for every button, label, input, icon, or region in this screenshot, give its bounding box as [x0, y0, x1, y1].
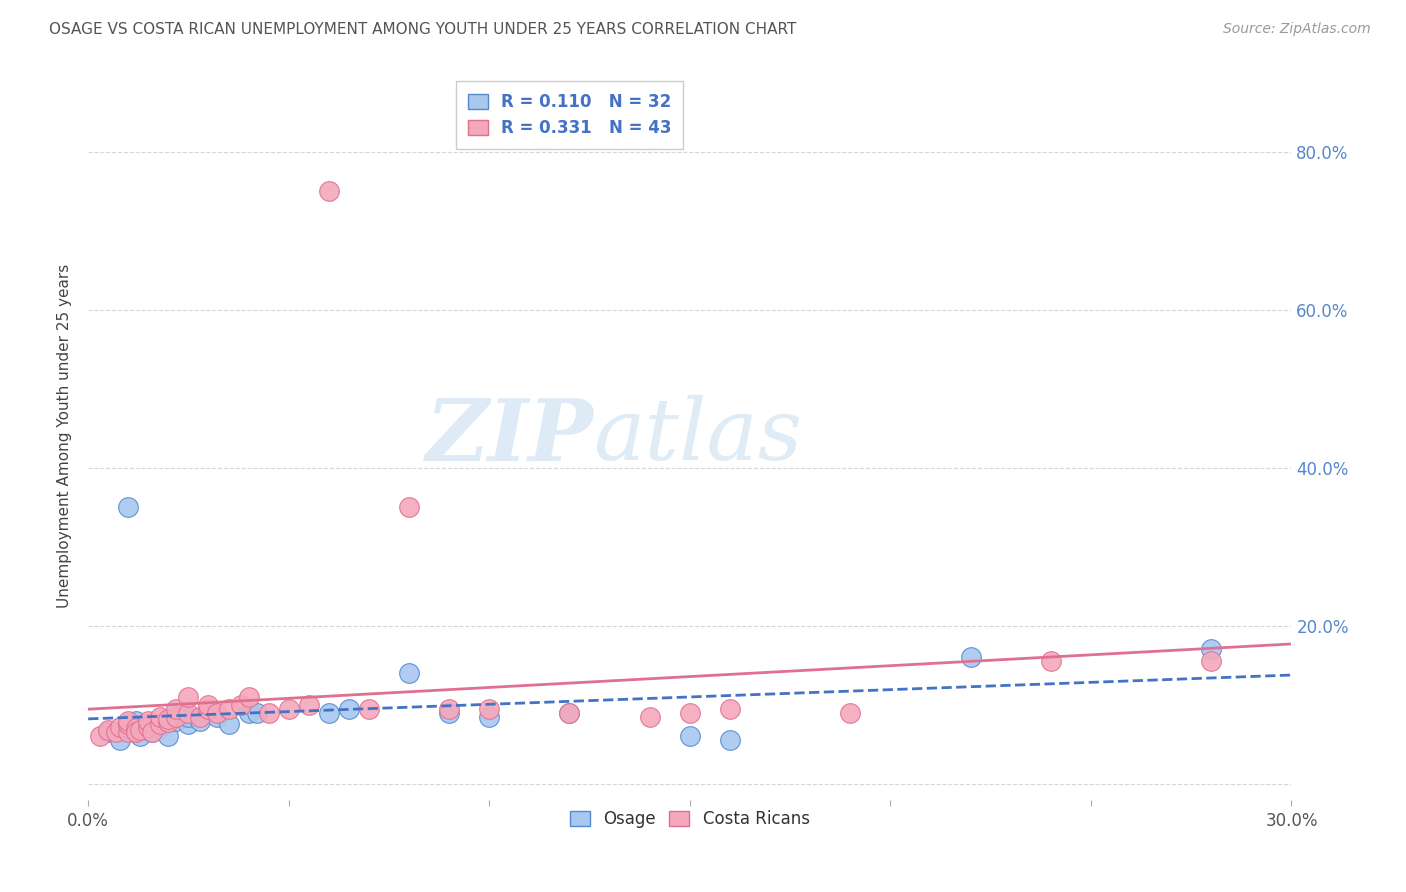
Point [218, 717, 240, 731]
Point [197, 702, 219, 716]
Point [337, 702, 360, 716]
Point [117, 717, 139, 731]
Point [149, 709, 172, 723]
Point [117, 722, 139, 736]
Point [157, 712, 180, 726]
Point [298, 698, 321, 712]
Point [558, 706, 581, 720]
Point [558, 706, 581, 720]
Point [177, 717, 200, 731]
Point [177, 690, 200, 704]
Point [246, 706, 269, 720]
Point [478, 709, 501, 723]
Point [129, 729, 152, 743]
Point [125, 714, 148, 728]
Point [679, 729, 702, 743]
Point [129, 723, 152, 737]
Point [110, 733, 132, 747]
Point [718, 702, 741, 716]
Point [117, 725, 139, 739]
Point [718, 733, 741, 747]
Point [136, 720, 159, 734]
Point [638, 709, 661, 723]
Point [398, 666, 420, 681]
Point [318, 185, 340, 199]
Text: ZIP: ZIP [426, 394, 593, 478]
Point [357, 702, 380, 716]
Point [136, 723, 159, 737]
Point [205, 709, 228, 723]
Point [149, 722, 172, 736]
Point [218, 702, 240, 716]
Point [238, 690, 260, 704]
Point [197, 702, 219, 716]
Point [277, 702, 299, 716]
Point [679, 706, 702, 720]
Point [89, 729, 111, 743]
Point [1199, 642, 1222, 657]
Text: OSAGE VS COSTA RICAN UNEMPLOYMENT AMONG YOUTH UNDER 25 YEARS CORRELATION CHART: OSAGE VS COSTA RICAN UNEMPLOYMENT AMONG … [49, 22, 797, 37]
Point [478, 702, 501, 716]
Text: atlas: atlas [593, 395, 803, 477]
Point [229, 698, 252, 712]
Point [125, 722, 148, 736]
Point [197, 698, 219, 712]
Point [1199, 654, 1222, 668]
Point [177, 706, 200, 720]
Point [437, 706, 460, 720]
Point [141, 725, 163, 739]
Point [117, 717, 139, 731]
Point [190, 709, 212, 723]
Point [157, 715, 180, 730]
Point [165, 709, 187, 723]
Point [1039, 654, 1062, 668]
Point [136, 714, 159, 728]
Point [177, 709, 200, 723]
Legend: Osage, Costa Ricans: Osage, Costa Ricans [564, 804, 817, 835]
Point [97, 723, 120, 737]
Point [165, 714, 187, 728]
Point [165, 702, 187, 716]
Point [190, 714, 212, 728]
Point [136, 720, 159, 734]
Point [398, 500, 420, 515]
Point [117, 714, 139, 728]
Point [157, 729, 180, 743]
Point [257, 706, 280, 720]
Point [105, 725, 128, 739]
Point [117, 500, 139, 515]
Point [149, 717, 172, 731]
Y-axis label: Unemployment Among Youth under 25 years: Unemployment Among Youth under 25 years [58, 264, 72, 608]
Point [136, 717, 159, 731]
Point [141, 725, 163, 739]
Text: Source: ZipAtlas.com: Source: ZipAtlas.com [1223, 22, 1371, 37]
Point [125, 725, 148, 739]
Point [959, 650, 981, 665]
Point [97, 725, 120, 739]
Point [318, 706, 340, 720]
Point [437, 702, 460, 716]
Point [110, 720, 132, 734]
Point [839, 706, 862, 720]
Point [238, 706, 260, 720]
Point [205, 706, 228, 720]
